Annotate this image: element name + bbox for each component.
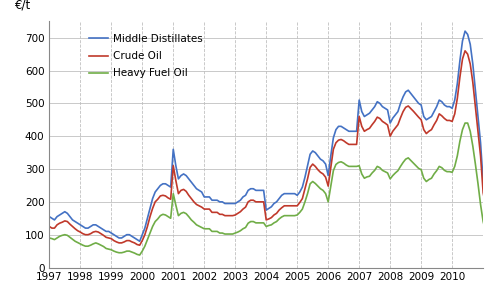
Text: €/t: €/t <box>15 0 31 12</box>
Middle Distillates <box>186 177 192 181</box>
Line: Middle Distillates: Middle Distillates <box>49 31 493 241</box>
Crude Oil <box>137 244 142 247</box>
Middle Distillates <box>67 215 73 219</box>
Heavy Fuel Oil <box>137 253 142 257</box>
Crude Oil <box>144 225 150 228</box>
Middle Distillates <box>77 223 83 227</box>
Crude Oil <box>77 230 83 234</box>
Crude Oil <box>46 225 52 228</box>
Legend: Middle Distillates, Crude Oil, Heavy Fuel Oil: Middle Distillates, Crude Oil, Heavy Fue… <box>89 34 203 78</box>
Heavy Fuel Oil <box>144 238 150 241</box>
Heavy Fuel Oil <box>67 236 73 239</box>
Crude Oil <box>186 193 192 197</box>
Line: Crude Oil: Crude Oil <box>49 51 493 245</box>
Middle Distillates <box>462 29 468 33</box>
Middle Distillates <box>46 215 52 219</box>
Line: Heavy Fuel Oil: Heavy Fuel Oil <box>49 123 493 255</box>
Heavy Fuel Oil <box>46 236 52 240</box>
Heavy Fuel Oil <box>77 242 83 246</box>
Middle Distillates <box>137 240 142 243</box>
Crude Oil <box>462 49 468 53</box>
Heavy Fuel Oil <box>462 121 468 125</box>
Heavy Fuel Oil <box>186 215 192 219</box>
Middle Distillates <box>144 216 150 220</box>
Crude Oil <box>67 222 73 226</box>
